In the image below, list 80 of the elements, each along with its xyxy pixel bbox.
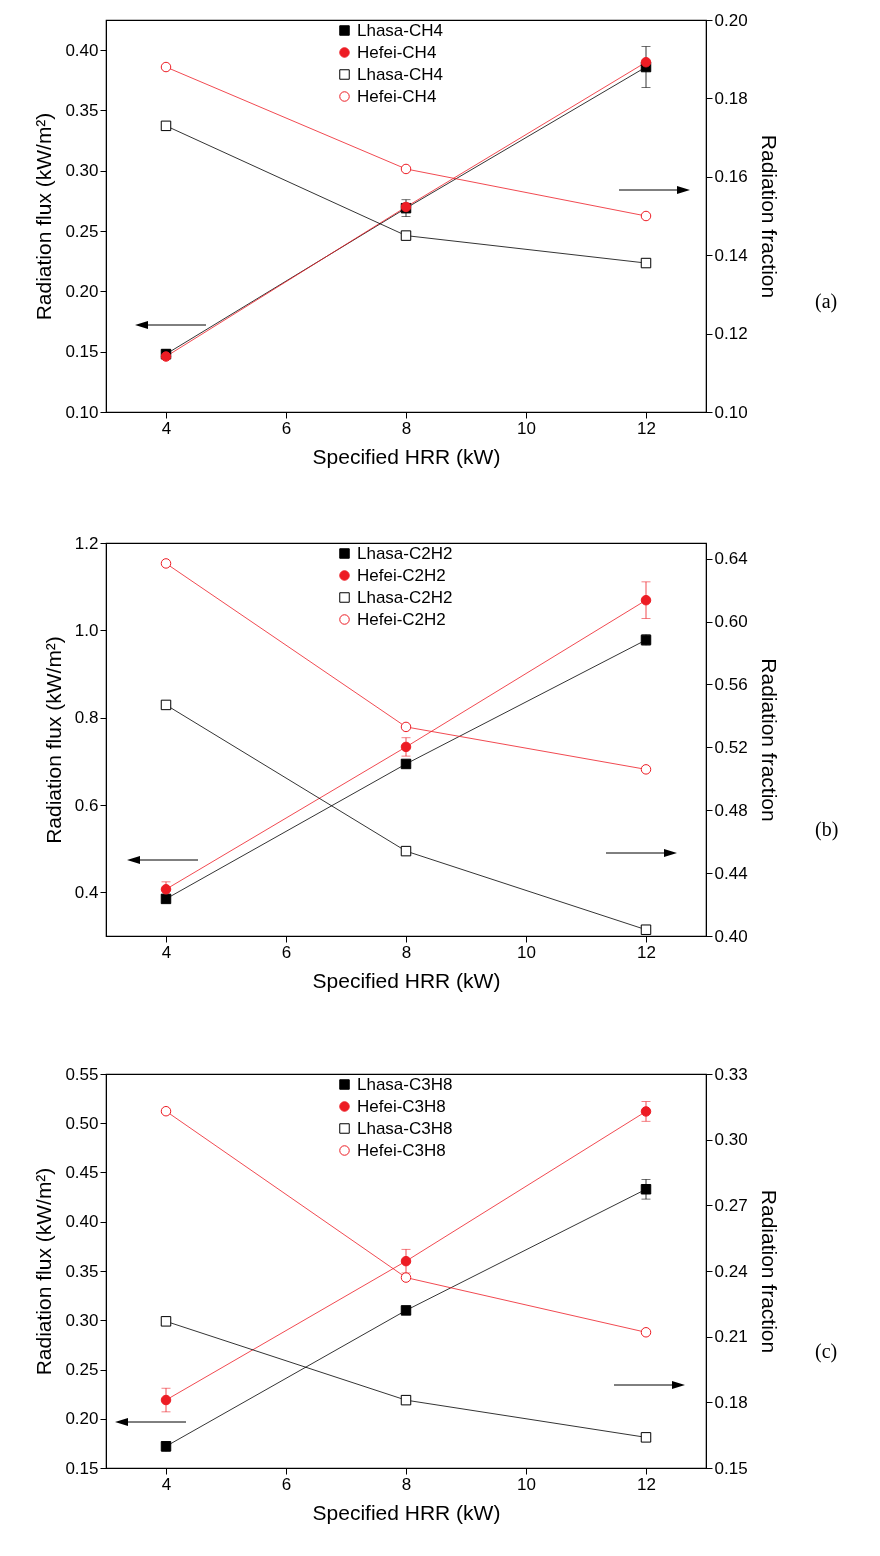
legend-label: Hefei-C2H2 xyxy=(357,609,446,629)
y2-axis-title: Radiation fraction xyxy=(757,1189,781,1354)
y-tick-label: 0.4 xyxy=(74,882,99,902)
y2-tick-label: 0.24 xyxy=(714,1261,748,1281)
legend-label: Hefei-C3H8 xyxy=(357,1140,446,1160)
y2-tick-label: 0.64 xyxy=(714,549,748,569)
x-tick-label: 6 xyxy=(281,942,292,962)
x-tick-label: 10 xyxy=(517,1474,536,1494)
y2-tick-label: 0.60 xyxy=(714,612,748,632)
y2-tick-label: 0.10 xyxy=(714,402,748,422)
y-tick-label: 1.0 xyxy=(74,620,99,640)
y2-tick-label: 0.40 xyxy=(714,926,748,946)
y-axis-title: Radiation flux (kW/m²) xyxy=(32,1167,56,1376)
y-axis-title: Radiation flux (kW/m²) xyxy=(41,636,65,844)
y-axis-title: Radiation flux (kW/m²) xyxy=(32,112,56,321)
y2-tick-label: 0.27 xyxy=(714,1195,748,1215)
y2-tick-label: 0.48 xyxy=(714,800,748,820)
x-tick-label: 6 xyxy=(281,418,292,438)
legend-label: Hefei-C3H8 xyxy=(357,1096,446,1116)
y-tick-label: 0.25 xyxy=(65,221,99,241)
y2-tick-label: 0.21 xyxy=(714,1327,748,1347)
x-tick-label: 4 xyxy=(161,1474,172,1494)
legend-label: Hefei-CH4 xyxy=(357,42,437,62)
y2-tick-label: 0.14 xyxy=(714,245,748,265)
x-tick-label: 12 xyxy=(637,418,656,438)
x-tick-label: 12 xyxy=(637,1474,656,1494)
y-tick-label: 1.2 xyxy=(74,533,99,553)
text: (a) xyxy=(815,290,838,313)
y-tick-label: 0.6 xyxy=(74,795,99,815)
y-tick-label: 0.20 xyxy=(65,1409,99,1429)
y2-tick-label: 0.33 xyxy=(714,1064,748,1084)
y-tick-label: 0.35 xyxy=(65,1261,99,1281)
legend-label: Lhasa-C2H2 xyxy=(357,543,453,563)
y2-tick-label: 0.52 xyxy=(714,737,748,757)
x-tick-label: 8 xyxy=(401,1474,412,1494)
y-tick-label: 0.35 xyxy=(65,100,99,120)
y-tick-label: 0.20 xyxy=(65,281,99,301)
legend-label: Hefei-CH4 xyxy=(357,86,437,106)
y-tick-label: 0.40 xyxy=(65,1212,99,1232)
y2-tick-label: 0.18 xyxy=(714,1392,748,1412)
y2-tick-label: 0.16 xyxy=(714,167,748,187)
x-tick-label: 10 xyxy=(517,942,536,962)
y2-tick-label: 0.30 xyxy=(714,1130,748,1150)
y-tick-label: 0.45 xyxy=(65,1163,99,1182)
x-tick-label: 8 xyxy=(401,418,412,438)
x-tick-label: 4 xyxy=(161,942,172,962)
x-tick-label: 12 xyxy=(637,942,656,962)
legend-label: Lhasa-C3H8 xyxy=(357,1118,453,1138)
legend-label: Lhasa-C2H2 xyxy=(357,587,453,607)
legend-label: Lhasa-C3H8 xyxy=(357,1074,453,1094)
x-tick-label: 4 xyxy=(161,418,172,438)
y-tick-label: 0.8 xyxy=(74,708,99,728)
text: (c) xyxy=(815,1340,838,1363)
y-tick-label: 0.30 xyxy=(65,161,99,181)
x-tick-label: 10 xyxy=(517,418,536,438)
y-tick-label: 0.15 xyxy=(65,1458,99,1478)
y-tick-label: 0.50 xyxy=(65,1113,99,1133)
y-tick-label: 0.30 xyxy=(65,1310,99,1330)
y2-tick-label: 0.18 xyxy=(714,88,748,108)
y2-tick-label: 0.44 xyxy=(714,863,748,883)
y-tick-label: 0.15 xyxy=(65,342,99,362)
y-tick-label: 0.40 xyxy=(65,40,99,60)
y2-tick-label: 0.12 xyxy=(714,324,748,344)
x-tick-label: 8 xyxy=(401,942,412,962)
x-axis-title: Specified HRR (kW) xyxy=(312,968,501,992)
y2-tick-label: 0.20 xyxy=(714,10,748,30)
y2-tick-label: 0.15 xyxy=(714,1458,748,1478)
y2-axis-title: Radiation fraction xyxy=(757,658,781,822)
y-tick-label: 0.10 xyxy=(65,402,99,422)
x-tick-label: 6 xyxy=(281,1474,292,1494)
y-tick-label: 0.55 xyxy=(65,1064,99,1084)
x-axis-title: Specified HRR (kW) xyxy=(312,444,501,468)
y2-tick-label: 0.56 xyxy=(714,674,748,694)
y-tick-label: 0.25 xyxy=(65,1360,99,1379)
text: (b) xyxy=(815,818,839,841)
legend-label: Lhasa-CH4 xyxy=(357,20,443,40)
legend-label: Hefei-C2H2 xyxy=(357,565,446,585)
x-axis-title: Specified HRR (kW) xyxy=(312,1500,501,1524)
y2-axis-title: Radiation fraction xyxy=(757,134,781,299)
legend-label: Lhasa-CH4 xyxy=(357,64,443,84)
